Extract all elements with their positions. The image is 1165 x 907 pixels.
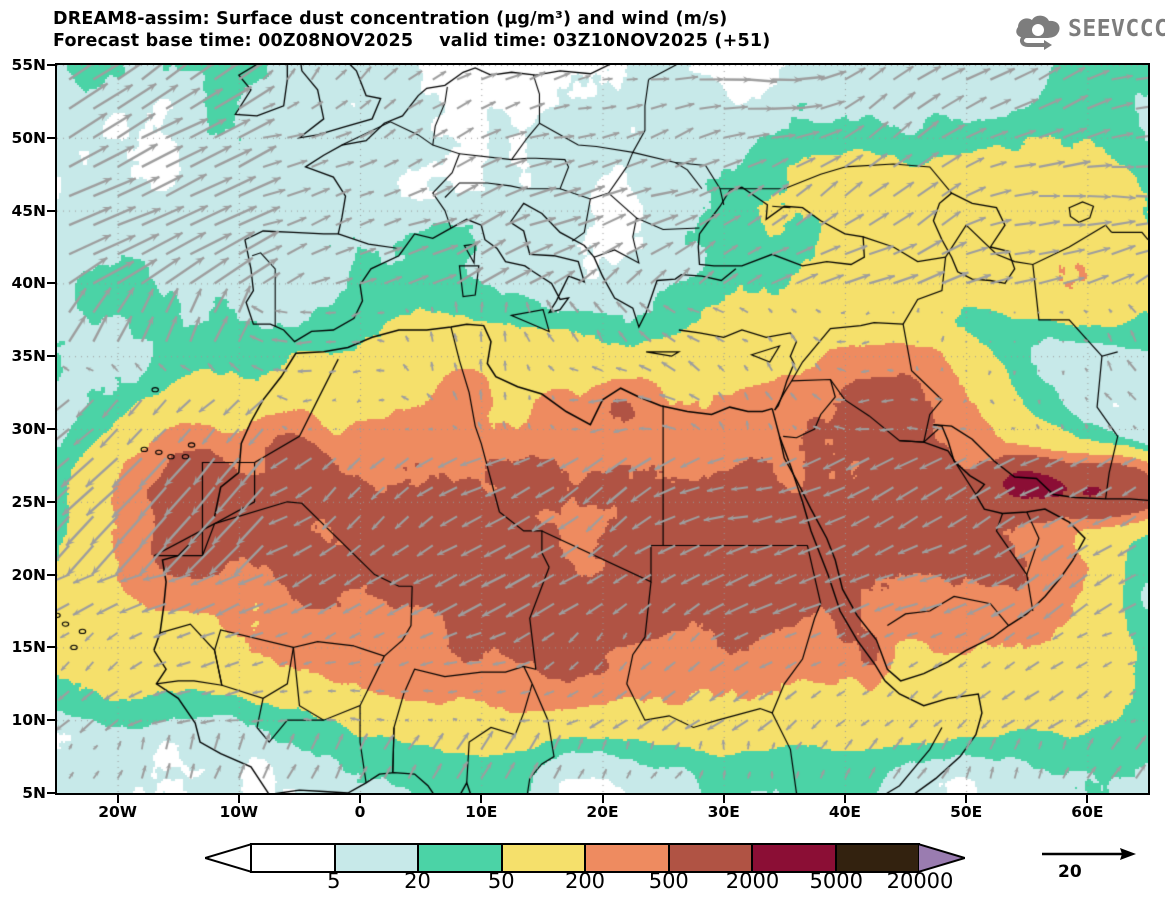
lat-tick	[47, 719, 55, 722]
colorbar-segment-3[interactable]	[502, 845, 586, 871]
colorbar-left-cap	[205, 843, 252, 873]
lon-tick	[480, 795, 483, 803]
colorbar-segment-2[interactable]	[419, 845, 503, 871]
lon-label-10E: 10E	[465, 803, 498, 821]
lat-tick	[47, 64, 55, 66]
colorbar-tick-labels: 5 20 50 200 500 2000 5000 20000	[205, 869, 965, 897]
colorbar-segment-5[interactable]	[669, 845, 753, 871]
lon-label-60E: 60E	[1071, 803, 1104, 821]
lat-label-20N: 20N	[11, 565, 46, 584]
lat-label-50N: 50N	[11, 128, 46, 147]
cloud-arrow-icon	[1016, 15, 1060, 50]
colorbar-tick-5000: 5000	[809, 869, 863, 893]
colorbar-right-cap	[918, 843, 965, 873]
lat-tick	[47, 355, 55, 358]
lon-label-30E: 30E	[707, 803, 740, 821]
lat-tick	[47, 500, 55, 503]
lon-tick	[237, 795, 240, 803]
wind-scale-legend: 20	[1040, 845, 1150, 890]
lon-label-10W: 10W	[219, 803, 259, 821]
lat-label-25N: 25N	[11, 492, 46, 511]
lon-tick	[359, 795, 362, 803]
lat-label-10N: 10N	[11, 711, 46, 730]
colorbar[interactable]	[205, 843, 965, 873]
colorbar-tick-50: 50	[487, 869, 515, 893]
colorbar-segment-0[interactable]	[252, 845, 336, 871]
colorbar-segments[interactable]	[250, 843, 920, 873]
forecast-time-line: Forecast base time: 00Z08NOV2025 valid ti…	[53, 30, 770, 52]
lat-label-45N: 45N	[11, 201, 46, 220]
colorbar-segment-7[interactable]	[836, 845, 918, 871]
lon-label-20E: 20E	[586, 803, 619, 821]
lon-label-40E: 40E	[828, 803, 862, 821]
colorbar-tick-5: 5	[327, 869, 341, 893]
wind-arrow-icon	[1042, 848, 1136, 860]
page-title: DREAM8-assim: Surface dust concentration…	[53, 9, 728, 29]
colorbar-tick-20000: 20000	[886, 869, 954, 893]
dust-concentration-map[interactable]	[57, 65, 1148, 793]
lon-tick	[1086, 795, 1089, 803]
lon-tick	[601, 795, 604, 803]
colorbar-segment-1[interactable]	[335, 845, 419, 871]
lat-label-5N: 5N	[22, 784, 46, 802]
forecast-map-plot[interactable]	[55, 63, 1150, 795]
colorbar-tick-2000: 2000	[725, 869, 780, 893]
lat-label-40N: 40N	[11, 274, 46, 293]
valid-time-text: valid time: 03Z10NOV2025 (+51)	[439, 31, 771, 51]
colorbar-tick-200: 200	[564, 869, 606, 893]
lon-tick	[722, 795, 725, 803]
lon-label-0: 0	[354, 803, 366, 821]
lat-tick	[47, 282, 55, 285]
lat-tick	[47, 428, 55, 430]
lat-label-15N: 15N	[11, 638, 46, 657]
lat-label-35N: 35N	[11, 347, 46, 366]
lon-tick	[965, 795, 968, 803]
lon-label-20W: 20W	[98, 803, 137, 821]
wind-scale-value: 20	[1058, 862, 1082, 882]
lat-tick	[47, 646, 55, 649]
lat-tick	[47, 573, 55, 576]
base-time-text: Forecast base time: 00Z08NOV2025	[53, 31, 414, 51]
header: DREAM8-assim: Surface dust concentration…	[0, 0, 1165, 62]
colorbar-tick-20: 20	[404, 869, 431, 893]
lat-label-55N: 55N	[11, 56, 46, 74]
lat-tick	[47, 136, 55, 139]
colorbar-segment-4[interactable]	[586, 845, 670, 871]
title-block: DREAM8-assim: Surface dust concentration…	[53, 8, 770, 52]
logo-text: SEEVCCC	[1068, 16, 1165, 42]
lon-tick	[843, 795, 846, 803]
lon-label-50E: 50E	[950, 803, 983, 821]
seevccc-logo[interactable]: SEEVCCC	[1012, 12, 1165, 50]
colorbar-segment-6[interactable]	[753, 845, 837, 871]
lat-tick	[47, 209, 55, 212]
lat-label-30N: 30N	[11, 420, 46, 438]
colorbar-tick-500: 500	[648, 869, 689, 893]
lon-tick	[116, 795, 119, 803]
lat-tick	[47, 792, 55, 794]
